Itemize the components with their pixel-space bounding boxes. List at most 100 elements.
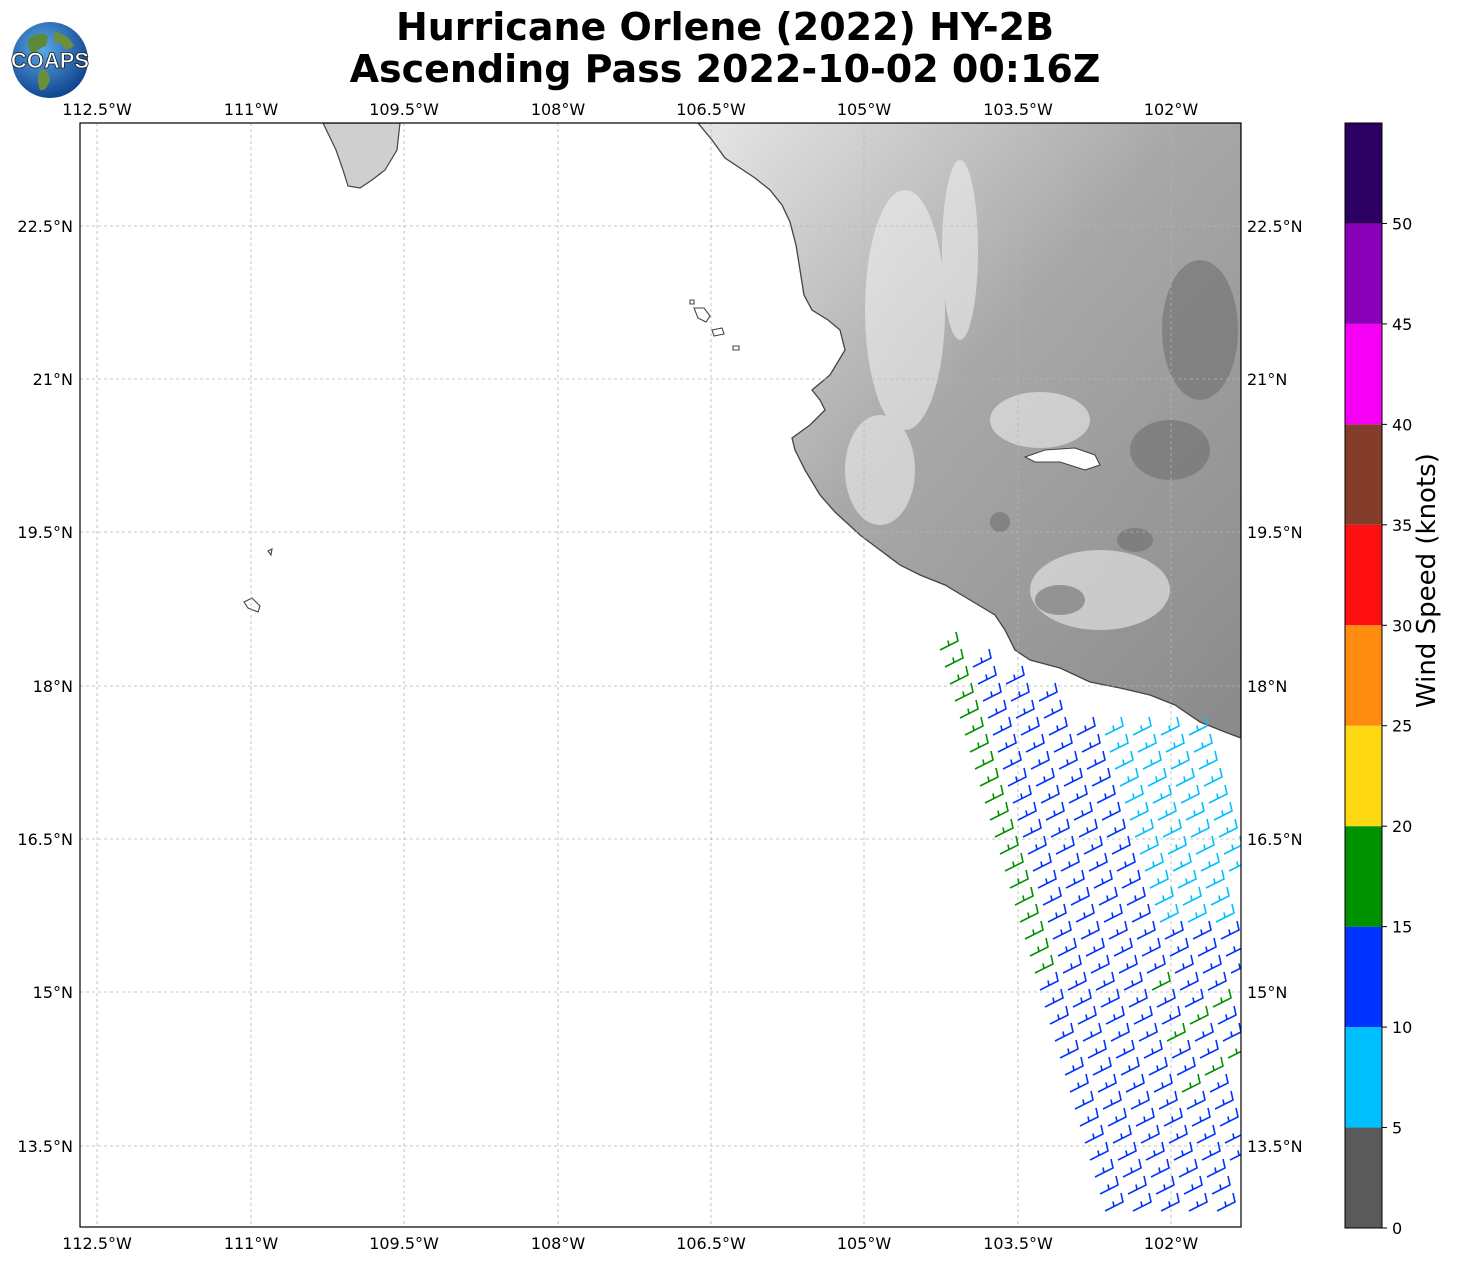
lon-tick-bottom: 103.5°W — [983, 1234, 1053, 1253]
wind-barb — [1124, 784, 1144, 804]
wind-barb — [1207, 971, 1227, 991]
wind-barb — [1059, 1039, 1079, 1059]
wind-barb — [1164, 920, 1184, 940]
wind-barb — [1142, 750, 1162, 770]
wind-barb — [1194, 1022, 1214, 1042]
wind-barb — [1042, 886, 1062, 906]
wind-barb — [997, 733, 1017, 753]
wind-barb — [972, 648, 992, 668]
colorbar-ticks: 0 5 10 15 20 25 30 35 40 45 50 — [1382, 214, 1412, 1238]
wind-barb — [1228, 861, 1241, 872]
wind-barb — [1227, 1048, 1241, 1059]
terrain-highlights — [845, 160, 1170, 630]
wind-barb — [1005, 665, 1025, 685]
wind-barb — [1024, 920, 1044, 940]
lon-tick-bottom: 112.5°W — [62, 1234, 132, 1253]
wind-barb — [1167, 835, 1187, 855]
wind-barb — [1009, 869, 1029, 889]
wind-barb — [1125, 1073, 1145, 1093]
wind-barb — [1214, 1090, 1234, 1110]
map-frame — [79, 122, 1242, 1228]
wind-barb — [1149, 869, 1169, 889]
wind-barb — [1216, 1192, 1236, 1212]
map-title-line-2: Ascending Pass 2022-10-02 00:16Z — [349, 47, 1101, 91]
wind-barb — [1133, 1005, 1153, 1025]
wind-barb — [1101, 801, 1121, 821]
terrain-shadows — [990, 260, 1238, 615]
wind-barb — [1057, 937, 1077, 957]
lon-tick-bottom: 108°W — [531, 1234, 586, 1253]
wind-barb — [1161, 1005, 1181, 1025]
wind-barb — [1213, 801, 1233, 821]
wind-barb — [1188, 716, 1208, 736]
wind-barb — [1130, 1090, 1150, 1110]
wind-barb — [1109, 733, 1129, 753]
wind-barb — [1081, 733, 1101, 753]
wind-barb — [1085, 937, 1105, 957]
wind-barb — [1108, 920, 1128, 940]
wind-barb — [989, 801, 1009, 821]
wind-barb — [1064, 1056, 1084, 1076]
wind-barb — [1128, 988, 1148, 1008]
wind-barb — [1197, 937, 1217, 957]
wind-barb — [1123, 971, 1143, 991]
wind-barb — [1187, 903, 1207, 923]
lat-tick-right: 18°N — [1247, 677, 1287, 696]
colorbar-bin — [1345, 223, 1382, 324]
wind-barb — [1049, 1005, 1069, 1025]
colorbar — [1344, 122, 1383, 1229]
colorbar-bin — [1345, 424, 1382, 525]
wind-barb — [1030, 750, 1050, 770]
wind-barb — [1131, 903, 1151, 923]
wind-barb — [1019, 903, 1039, 923]
wind-barb — [1098, 886, 1118, 906]
wind-barbs-layer — [939, 631, 1241, 1212]
wind-barb — [1010, 682, 1030, 702]
lat-tick-left: 19.5°N — [17, 523, 73, 542]
wind-barb — [1086, 750, 1106, 770]
map-title-line-1: Hurricane Orlene (2022) HY-2B — [395, 5, 1055, 49]
wind-barb — [1137, 733, 1157, 753]
lon-tick-bottom: 106.5°W — [676, 1234, 746, 1253]
wind-barb — [1113, 937, 1133, 957]
graticule — [80, 123, 1241, 1227]
wind-barb — [1160, 716, 1180, 736]
wind-barb — [1029, 937, 1049, 957]
wind-barb — [1196, 1124, 1216, 1144]
wind-barb — [1121, 869, 1141, 889]
wind-barb — [1162, 818, 1182, 838]
wind-barb — [1175, 767, 1195, 787]
wind-barb — [1191, 1107, 1211, 1127]
wind-barb — [1132, 1192, 1152, 1212]
wind-barb — [1186, 1090, 1206, 1110]
wind-barb — [1160, 1192, 1180, 1212]
wind-barb — [1144, 852, 1164, 872]
wind-barb — [1152, 784, 1172, 804]
colorbar-tick-label: 10 — [1392, 1018, 1412, 1037]
wind-barb — [1043, 699, 1063, 719]
wind-barb — [1020, 716, 1040, 736]
wind-barb — [964, 716, 984, 736]
wind-barb — [1093, 869, 1113, 889]
wind-barb — [1189, 1005, 1209, 1025]
wind-barb — [1179, 971, 1199, 991]
wind-barb — [939, 631, 959, 651]
wind-barb — [1090, 954, 1110, 974]
wind-barb — [1135, 1107, 1155, 1127]
wind-barb — [1184, 988, 1204, 1008]
wind-barb — [1222, 1022, 1241, 1042]
colorbar-tick-label: 0 — [1392, 1219, 1402, 1238]
map-area[interactable] — [80, 123, 1249, 1227]
wind-barb — [1183, 1175, 1203, 1195]
wind-barb — [1181, 1073, 1201, 1093]
wind-barb — [1084, 1124, 1104, 1144]
lat-tick-left: 18°N — [33, 677, 73, 696]
wind-barb — [974, 750, 994, 770]
wind-barb — [1002, 750, 1022, 770]
wind-barb — [977, 665, 997, 685]
wind-barb — [1170, 750, 1190, 770]
colorbar-tick-label: 30 — [1392, 616, 1412, 635]
wind-barb — [1096, 784, 1116, 804]
wind-barb — [1190, 818, 1210, 838]
wind-barb — [1039, 971, 1059, 991]
